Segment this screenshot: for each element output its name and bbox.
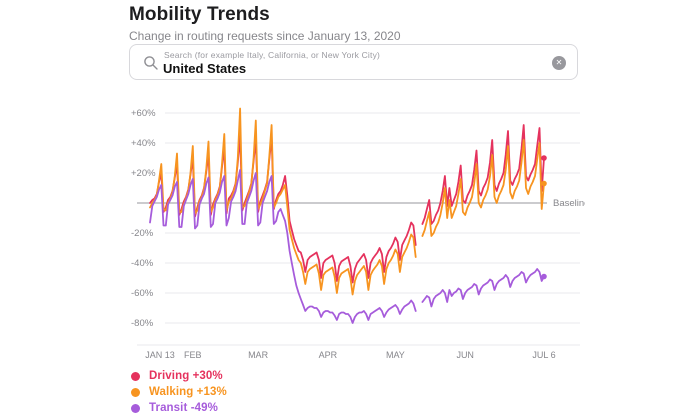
svg-text:Baseline: Baseline xyxy=(553,198,585,209)
search-input[interactable] xyxy=(163,59,523,77)
clear-search-icon[interactable]: ✕ xyxy=(552,56,566,70)
mobility-chart: +60% +40% +20% -20% -40% -60% -80% Baseline JAN … xyxy=(129,95,589,367)
svg-text:+60%: +60% xyxy=(131,108,156,119)
svg-text:FEB: FEB xyxy=(184,350,202,360)
svg-text:-40%: -40% xyxy=(131,258,154,269)
legend-label-driving: Driving +30% xyxy=(149,370,223,382)
driving-dot-icon xyxy=(131,371,140,381)
svg-text:JUL 6: JUL 6 xyxy=(532,350,555,360)
legend-item-driving: Driving +30% xyxy=(131,368,227,384)
legend-item-transit: Transit -49% xyxy=(131,400,227,414)
legend-label-transit: Transit -49% xyxy=(149,402,218,414)
svg-text:JUN: JUN xyxy=(456,350,474,360)
transit-dot-icon xyxy=(131,403,140,413)
svg-text:-60%: -60% xyxy=(131,288,154,299)
svg-text:APR: APR xyxy=(319,350,338,360)
search-box[interactable]: Search (for example Italy, California, o… xyxy=(129,44,578,80)
svg-text:+20%: +20% xyxy=(131,168,156,179)
search-placeholder-label: Search (for example Italy, California, o… xyxy=(164,50,381,60)
svg-text:MAR: MAR xyxy=(248,350,269,360)
chart-legend: Driving +30% Walking +13% Transit -49% xyxy=(131,368,227,414)
svg-text:JAN 13: JAN 13 xyxy=(145,350,175,360)
mobility-chart-svg: +60% +40% +20% -20% -40% -60% -80% Baseline JAN … xyxy=(131,107,589,360)
svg-text:-80%: -80% xyxy=(131,318,154,329)
svg-text:MAY: MAY xyxy=(386,350,405,360)
page-title: Mobility Trends xyxy=(129,4,270,25)
page-subtitle: Change in routing requests since January… xyxy=(129,29,401,43)
search-icon xyxy=(143,55,159,71)
svg-text:+40%: +40% xyxy=(131,138,156,149)
legend-label-walking: Walking +13% xyxy=(149,386,227,398)
svg-text:-20%: -20% xyxy=(131,228,154,239)
legend-item-walking: Walking +13% xyxy=(131,384,227,400)
walking-dot-icon xyxy=(131,387,140,397)
